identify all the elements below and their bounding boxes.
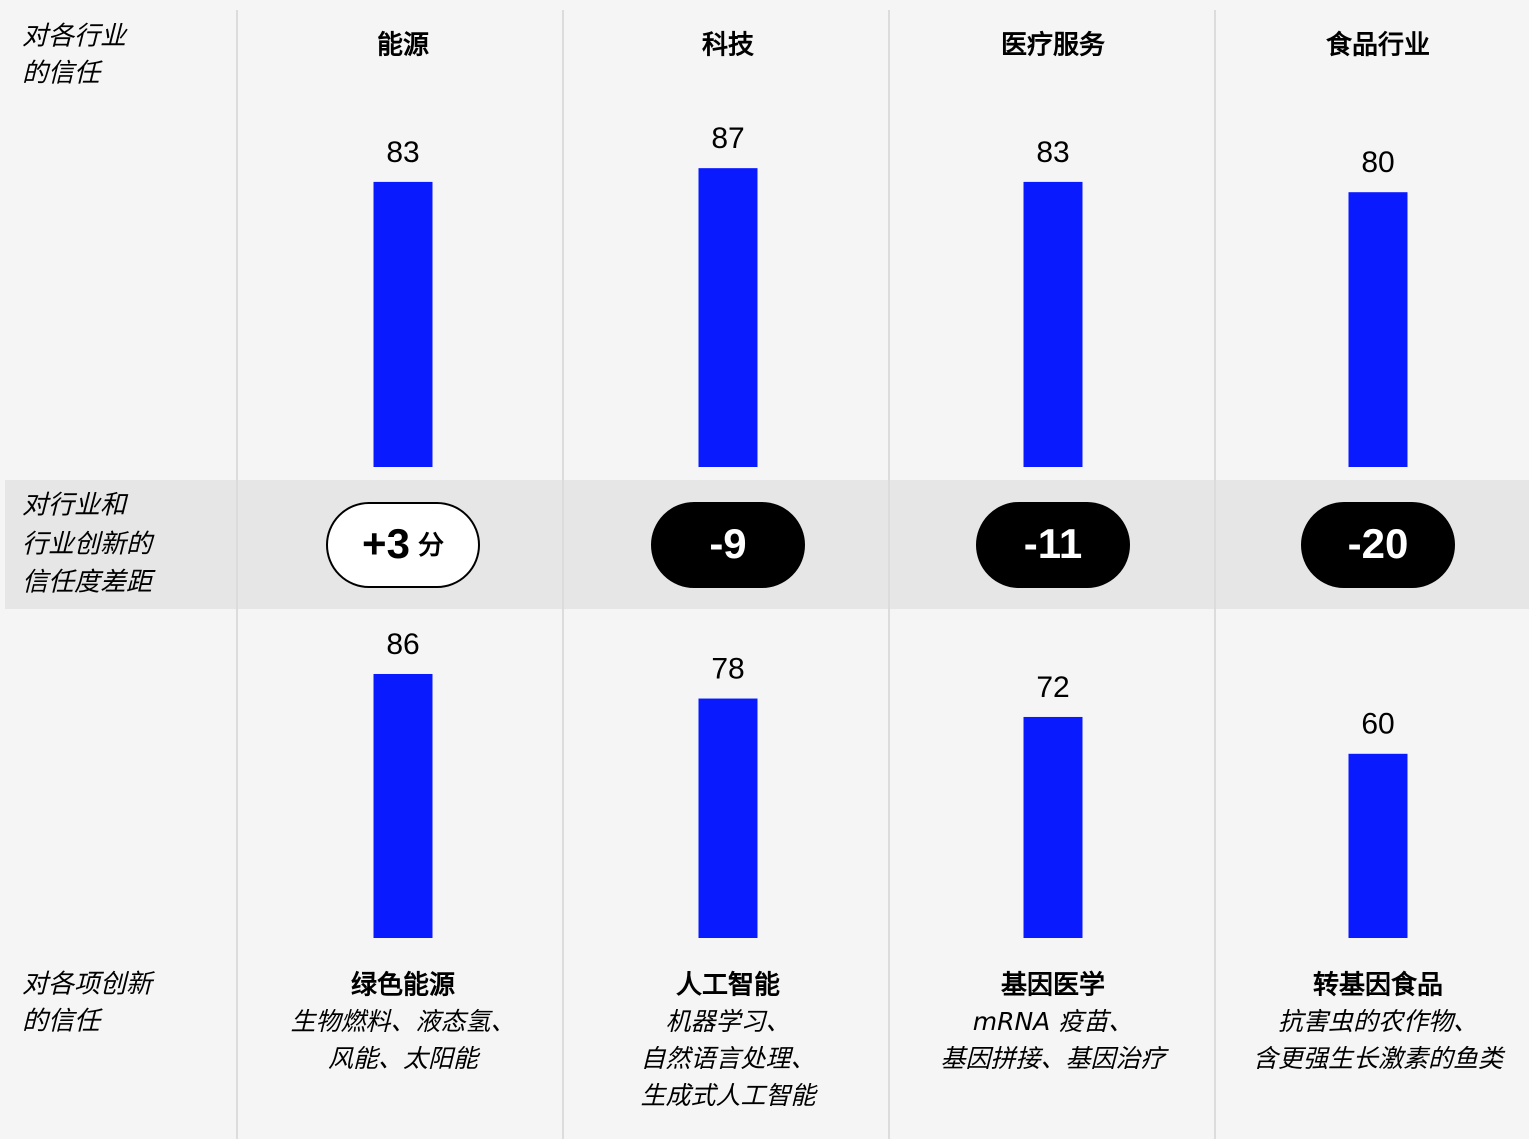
bar <box>698 698 758 938</box>
innovation-name: 转基因食品 <box>1313 970 1443 1001</box>
gap-pill <box>1301 502 1455 588</box>
gap-unit: 分 <box>418 530 444 560</box>
gap-label: -9 <box>709 520 746 567</box>
bar <box>1348 753 1408 938</box>
gap-label: -11 <box>1024 520 1082 567</box>
value-label: 83 <box>1036 136 1069 169</box>
innovation-name: 人工智能 <box>676 970 780 1001</box>
innovation-name: 绿色能源 <box>351 970 455 1001</box>
row-label: 对各行业 <box>22 22 128 52</box>
value-label: 72 <box>1036 671 1069 704</box>
innovation-examples: 含更强生长激素的鱼类 <box>1253 1044 1506 1073</box>
row-label: 对各项创新 <box>22 970 156 1000</box>
value-label: 86 <box>386 628 419 661</box>
gap-value: +3 <box>362 520 410 567</box>
category-label: 食品行业 <box>1326 30 1430 61</box>
bar <box>1023 181 1083 467</box>
gap-pill <box>651 502 805 588</box>
gap-pill <box>326 502 480 588</box>
innovation-examples: 基因拼接、基因治疗 <box>940 1044 1169 1073</box>
row-label: 的信任 <box>22 59 103 89</box>
category-label: 能源 <box>377 30 429 61</box>
innovation-examples: 抗害虫的农作物、 <box>1278 1007 1478 1036</box>
gap-value: -11 <box>1024 520 1082 567</box>
bar <box>373 181 433 467</box>
row-label: 行业创新的 <box>22 530 155 560</box>
value-label: 60 <box>1361 708 1394 741</box>
bar <box>373 673 433 938</box>
category-label: 科技 <box>702 31 754 61</box>
row-label: 对行业和 <box>22 491 129 521</box>
bar <box>1348 192 1408 467</box>
innovation-name: 基因医学 <box>1001 970 1105 1001</box>
innovation-examples: 风能、太阳能 <box>328 1044 481 1073</box>
innovation-examples: mRNA 疫苗、 <box>973 1007 1133 1036</box>
value-label: 78 <box>711 652 744 685</box>
innovation-examples: 自然语言处理、 <box>640 1044 815 1073</box>
category-label: 医疗服务 <box>1001 30 1105 61</box>
value-label: 87 <box>711 122 744 155</box>
innovation-examples: 生物燃料、液态氢、 <box>290 1007 515 1036</box>
bar <box>1023 716 1083 938</box>
gap-value: -9 <box>709 520 746 567</box>
row-label: 的信任 <box>22 1007 103 1037</box>
value-label: 80 <box>1361 146 1394 179</box>
value-label: 83 <box>386 136 419 169</box>
gap-label: -20 <box>1348 520 1409 567</box>
row-label: 信任度差距 <box>22 568 156 598</box>
innovation-examples: 生成式人工智能 <box>640 1081 818 1110</box>
bar <box>698 168 758 467</box>
gap-pill <box>976 502 1130 588</box>
innovation-examples: 机器学习、 <box>665 1007 790 1036</box>
gap-value: -20 <box>1348 520 1409 567</box>
gap-label: +3 分 <box>362 520 444 567</box>
